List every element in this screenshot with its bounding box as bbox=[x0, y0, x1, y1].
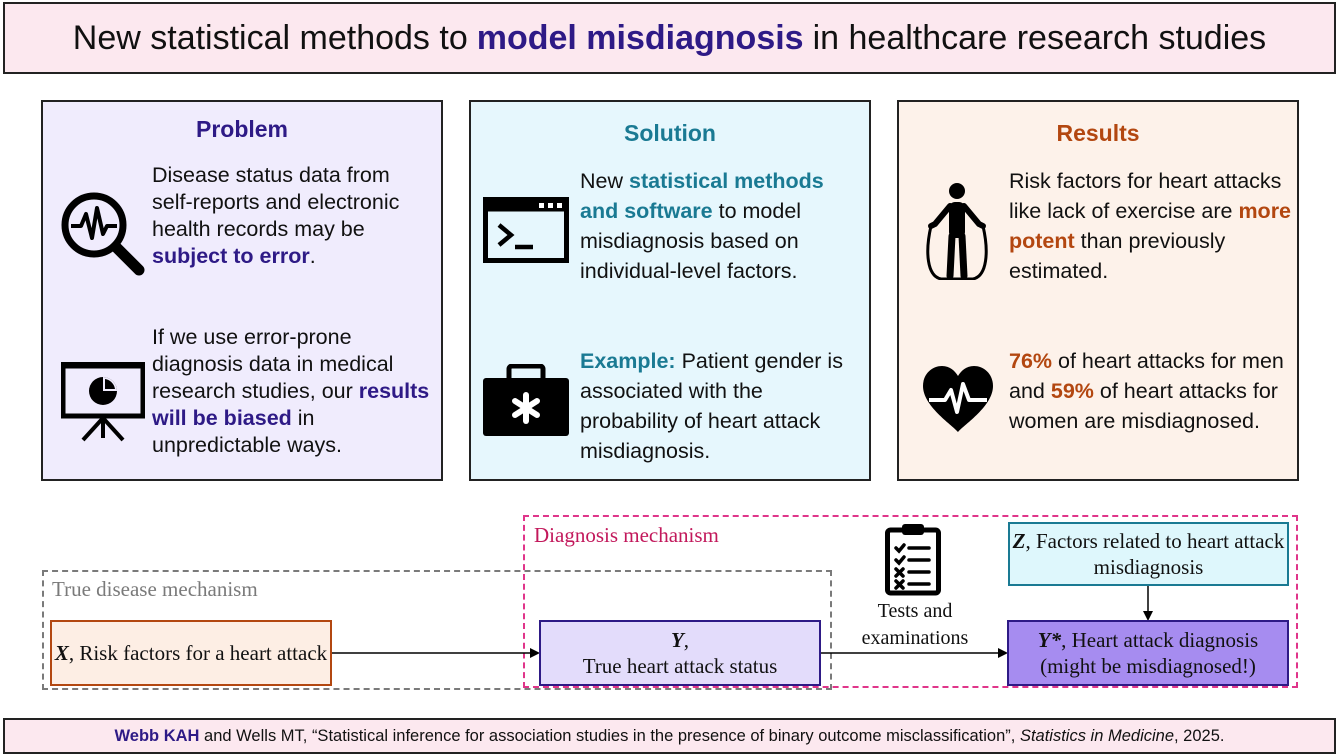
title-accent: model misdiagnosis bbox=[476, 18, 804, 57]
results-heading: Results bbox=[1056, 120, 1140, 146]
diagnosis-mechanism-region bbox=[523, 515, 1298, 688]
solution-p1: New statistical methods and software to … bbox=[580, 169, 824, 283]
true-disease-mechanism-region bbox=[42, 570, 832, 690]
heart-pulse-icon bbox=[921, 364, 995, 439]
problem-heading: Problem bbox=[195, 116, 289, 142]
results-p1: Risk factors for heart attacks like lack… bbox=[1009, 169, 1292, 283]
title-pre: New statistical methods to bbox=[72, 18, 468, 57]
magnifier-heartbeat-icon bbox=[57, 188, 147, 283]
title-post: in healthcare research studies bbox=[812, 18, 1267, 57]
diagnosis-mechanism-label: Diagnosis mechanism bbox=[534, 523, 719, 547]
solution-panel: Solution New statistical methods and sof… bbox=[469, 100, 871, 481]
citation-footer: Webb KAH and Wells MT, “Statistical infe… bbox=[3, 718, 1336, 754]
medical-kit-icon bbox=[483, 363, 569, 443]
tests-label: Tests and examinations bbox=[861, 600, 969, 649]
jump-rope-person-icon bbox=[921, 182, 993, 285]
problem-panel: Problem Disease status data from self-re… bbox=[41, 100, 443, 481]
true-disease-mechanism-label: True disease mechanism bbox=[52, 577, 258, 601]
results-p2: 76% of heart attacks for men and 59% of … bbox=[1009, 349, 1284, 433]
y-true-status-box: Y, True heart attack status bbox=[539, 620, 821, 686]
problem-p2: If we use error-prone diagnosis data in … bbox=[152, 325, 430, 457]
terminal-icon bbox=[483, 197, 569, 268]
z-factors-box: Z, Factors related to heart attack misdi… bbox=[1008, 522, 1289, 586]
ystar-diagnosis-box: Y*, Heart attack diagnosis (might be mis… bbox=[1007, 620, 1289, 686]
page-title: New statistical methods to model misdiag… bbox=[3, 2, 1336, 74]
solution-heading: Solution bbox=[624, 120, 716, 146]
problem-p1: Disease status data from self-reports an… bbox=[152, 163, 400, 268]
x-risk-factors-box: X, Risk factors for a heart attack bbox=[50, 620, 332, 686]
clipboard-checklist-icon bbox=[885, 522, 941, 601]
results-panel: Results Risk factors for heart attacks l… bbox=[897, 100, 1299, 481]
presentation-chart-icon bbox=[60, 360, 146, 447]
solution-p2: Example: Patient gender is associated wi… bbox=[580, 349, 843, 463]
